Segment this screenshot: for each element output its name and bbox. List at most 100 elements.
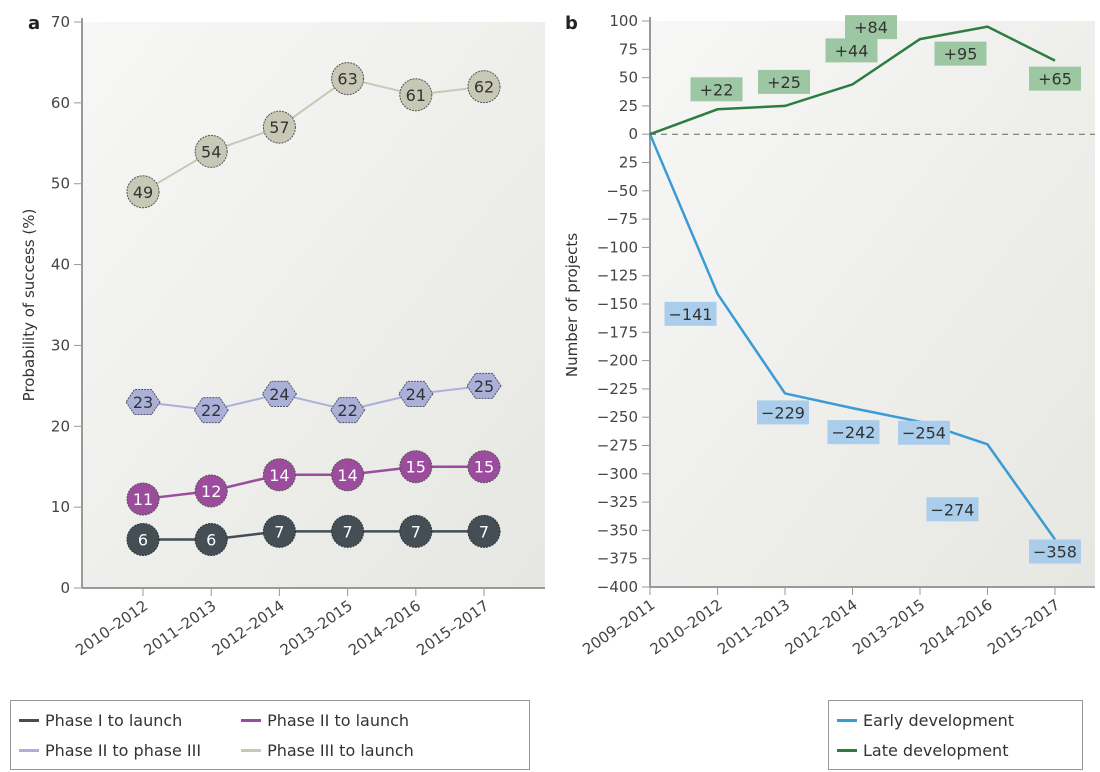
panel-a-ylabel: Probability of success (%) (20, 209, 38, 402)
data-point (194, 134, 228, 168)
series-phase-ii-to-phase-iii: 23 22 24 22 24 25 (125, 372, 502, 424)
y-tick-label: −275 (597, 437, 638, 455)
legend-label: Phase I to launch (45, 710, 183, 730)
y-tick-label: −350 (597, 521, 638, 539)
y-tick-label: −300 (597, 465, 638, 483)
data-point (467, 514, 501, 548)
series-line (649, 25, 1056, 136)
data-point (399, 450, 433, 484)
data-point (329, 397, 366, 424)
x-tick-label: 2010–2012 (647, 596, 726, 659)
data-point (467, 450, 501, 484)
data-label: 49 (133, 183, 153, 202)
y-tick-label: 50 (51, 175, 70, 193)
x-tick-label: 2012–2014 (209, 597, 288, 660)
data-label: 57 (269, 118, 289, 137)
y-tick-label: 60 (51, 94, 70, 112)
legend-label: Phase II to launch (267, 710, 410, 730)
x-tick-label: 2010–2012 (72, 597, 151, 660)
y-tick-label: 0 (60, 579, 70, 597)
data-label: 23 (133, 393, 153, 412)
y-tick-label: 75 (619, 40, 638, 58)
data-label: −274 (931, 500, 975, 519)
data-label: 7 (411, 522, 421, 541)
data-label: +84 (854, 18, 888, 37)
data-point (331, 458, 365, 492)
plot-area (82, 22, 545, 588)
y-tick-label: −75 (606, 210, 638, 228)
data-point (126, 175, 160, 209)
data-label-box (827, 420, 880, 445)
legend-label: Early development (863, 710, 1015, 730)
data-label: −358 (1033, 542, 1077, 561)
data-point (193, 397, 229, 424)
data-label: 7 (479, 522, 489, 541)
panel-a-label: a (28, 13, 40, 34)
data-label: +25 (767, 73, 801, 92)
data-point (126, 522, 160, 556)
legend-item-phase-iii-to-launch: Phase III to launch (241, 737, 414, 763)
data-point (194, 522, 228, 556)
panel-b-label: b (565, 13, 578, 34)
x-tick-label: 2011–2013 (714, 596, 793, 659)
y-tick-label: −325 (597, 493, 638, 511)
data-point (262, 514, 296, 548)
y-tick-label: −375 (597, 550, 638, 568)
y-tick-label: −225 (597, 380, 638, 398)
data-label-box (758, 69, 810, 94)
data-point (126, 482, 160, 516)
data-label: 22 (201, 401, 221, 420)
y-tick-label: 0 (628, 125, 638, 143)
legend-item-phase-ii-to-launch: Phase II to launch (241, 707, 414, 733)
series-early-development: −141 −229 −242 −254 −274 −358 (648, 133, 1081, 564)
data-label-box (845, 15, 897, 40)
y-tick-label: 70 (51, 13, 70, 31)
data-label: 63 (337, 70, 357, 89)
y-tick-label: −200 (597, 352, 638, 370)
x-tick-label: 2014–2016 (345, 597, 424, 660)
legend-item-late-development: Late development (837, 737, 1074, 763)
data-label-box (926, 497, 979, 522)
y-tick-label: −125 (597, 267, 638, 285)
data-point (331, 62, 365, 96)
data-point (399, 514, 433, 548)
panel-b-ylabel: Number of projects (563, 233, 581, 377)
y-tick-label: 30 (51, 336, 70, 354)
data-point (194, 474, 228, 508)
x-tick-label: 2013–2015 (277, 597, 356, 660)
data-point (398, 380, 434, 407)
data-label: 12 (201, 482, 221, 501)
legend-label: Phase III to launch (267, 740, 414, 760)
x-tick-label: 2015–2017 (984, 596, 1063, 659)
data-label: +44 (835, 41, 869, 60)
legend-b: Early development Late development (828, 700, 1083, 770)
data-label: 14 (337, 466, 357, 485)
y-tick-label: 25 (619, 154, 638, 172)
data-label: −254 (902, 424, 946, 443)
data-label-box (1029, 539, 1081, 564)
data-label: 25 (474, 377, 494, 396)
data-label: 14 (269, 466, 289, 485)
x-tick-label: 2014–2016 (917, 596, 996, 659)
data-label: 62 (474, 78, 494, 97)
data-point (261, 380, 298, 407)
y-tick-label: 25 (619, 97, 638, 115)
y-tick-label: −50 (606, 182, 638, 200)
data-label: 6 (206, 530, 216, 549)
data-point (262, 458, 296, 492)
data-label: 24 (406, 385, 426, 404)
data-label-box (757, 400, 809, 425)
data-label-box (825, 38, 878, 63)
y-tick-label: −150 (597, 295, 638, 313)
data-label: +65 (1038, 70, 1072, 89)
data-label-box (898, 420, 950, 445)
data-point (125, 389, 161, 416)
y-tick-label: −100 (597, 238, 638, 256)
x-tick-label: 2012–2014 (782, 596, 861, 659)
legend-label: Late development (863, 740, 1009, 760)
legend-a: Phase I to launch Phase II to launch Pha… (10, 700, 530, 770)
data-label: 15 (474, 458, 494, 477)
data-label: 22 (337, 401, 357, 420)
legend-item-phase-ii-to-phase-iii: Phase II to phase III (19, 737, 201, 763)
